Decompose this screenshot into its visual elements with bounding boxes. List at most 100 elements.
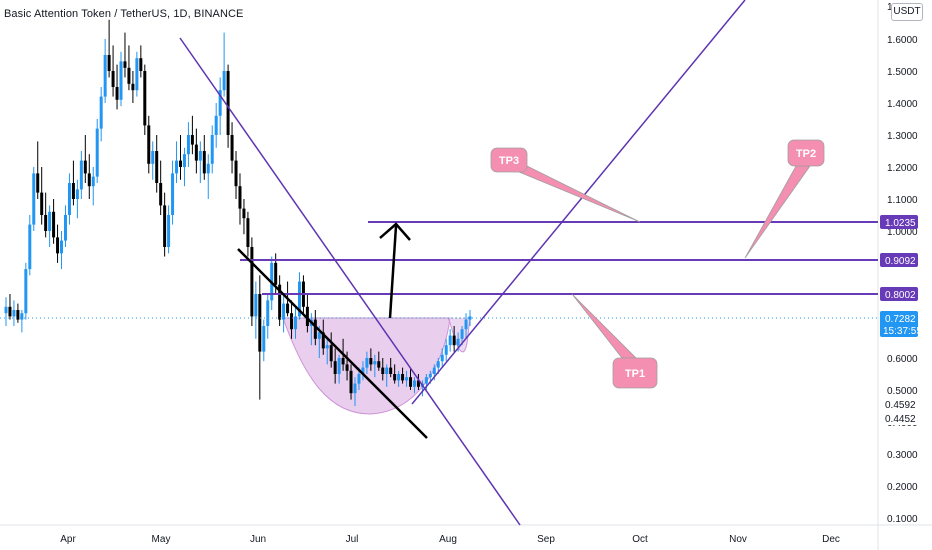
candle-body [151, 151, 155, 164]
candle-body [83, 160, 87, 174]
callout-label: TP2 [796, 148, 816, 160]
candle-body [143, 71, 147, 126]
candle-body [56, 237, 60, 254]
x-tick-label: Sep [537, 534, 555, 545]
candle-body [254, 294, 258, 317]
y-tick-label: 1.4000 [887, 99, 918, 110]
candle-body [405, 377, 409, 381]
candle-body [238, 186, 242, 209]
candle-body [440, 354, 444, 362]
price-label-box [880, 397, 918, 411]
candle-body [167, 215, 171, 247]
candle-body [266, 300, 270, 326]
candle-body [178, 160, 182, 167]
y-tick-label: 0.6000 [887, 354, 918, 365]
x-tick-label: Jul [346, 534, 359, 545]
candle-body [432, 367, 436, 374]
candle-body [409, 377, 413, 387]
descending-trendline [179, 37, 521, 526]
candle-body [262, 326, 266, 352]
candle-body [412, 380, 416, 387]
callout-pointer [744, 165, 811, 259]
y-tick-label: 1.3000 [887, 131, 918, 142]
candle-body [71, 183, 75, 199]
candle-body [373, 361, 377, 365]
candle-body [182, 154, 186, 167]
price-label-box [880, 215, 918, 229]
candle-body [44, 215, 48, 231]
candle-body [103, 55, 107, 97]
candle-body [317, 332, 321, 339]
candle-body [246, 218, 250, 247]
y-tick-label: 1.0000 [887, 227, 918, 238]
candle-body [353, 383, 357, 394]
candle-body [305, 306, 309, 326]
candle-body [155, 151, 159, 183]
candle-body [32, 173, 36, 225]
target-arrow-head [379, 222, 411, 241]
candle-body [107, 55, 111, 71]
candle-body [186, 135, 190, 155]
candle-body [230, 135, 234, 161]
y-tick-label: 1.6000 [887, 35, 918, 46]
y-tick-label: 0.1000 [887, 514, 918, 525]
candle-body [194, 144, 198, 161]
y-tick-label: 1.5000 [887, 67, 918, 78]
candle-body [63, 215, 67, 241]
candle-body [416, 380, 420, 387]
x-tick-label: Oct [632, 534, 648, 545]
target-arrow-shaft [388, 225, 398, 319]
callout-pointer [571, 293, 637, 359]
candle-body [95, 128, 99, 177]
candle-body [226, 71, 230, 135]
candle-body [444, 345, 448, 355]
candle-body [147, 125, 151, 164]
candle-body [258, 294, 262, 352]
ascending-trendline [411, 0, 746, 405]
candle-body [365, 358, 369, 368]
handle-fill [447, 317, 471, 353]
candle-body [190, 135, 194, 145]
chart-title: Basic Attention Token / TetherUS, 1D, BI… [4, 8, 244, 20]
price-label-box [880, 253, 918, 267]
candle-body [333, 361, 337, 374]
x-tick-label: Aug [439, 534, 457, 545]
candle-body [4, 306, 8, 314]
candle-body [79, 160, 83, 190]
candle-body [234, 160, 238, 187]
candle-body [242, 208, 246, 219]
candle-body [325, 345, 329, 349]
price-label-countdown: 15:37:55 [883, 326, 922, 337]
candle-body [87, 173, 91, 187]
candle-body [290, 313, 294, 330]
candle-body [385, 367, 389, 374]
candle-body [321, 332, 325, 349]
candle-body [67, 183, 71, 215]
candle-body [428, 374, 432, 378]
y-tick-label: 1.1000 [887, 195, 918, 206]
candle-body [28, 224, 32, 270]
candle-body [349, 370, 353, 394]
target-callouts: TP1 TP2 TP3 [490, 139, 825, 389]
candle-body [91, 176, 95, 187]
candle-body [357, 374, 361, 384]
currency-unit-button[interactable]: USDT [891, 3, 923, 21]
x-tick-label: Nov [729, 534, 747, 545]
candle-body [460, 329, 464, 339]
candle-body [202, 151, 206, 174]
y-tick-label: 0.2000 [887, 482, 918, 493]
price-label-box [880, 287, 918, 301]
candle-body [274, 262, 278, 285]
candle-body [75, 189, 79, 199]
candle-body [369, 358, 373, 365]
candle-body [99, 96, 103, 129]
candle-body [24, 269, 28, 314]
candle-body [401, 374, 405, 381]
candle-body [468, 316, 472, 320]
candle-body [171, 173, 175, 215]
candle-body [48, 211, 52, 231]
time-axis[interactable]: Apr May Jun Jul Aug Sep Oct Nov Dec [60, 534, 840, 545]
y-tick-label: 1.2000 [887, 163, 918, 174]
